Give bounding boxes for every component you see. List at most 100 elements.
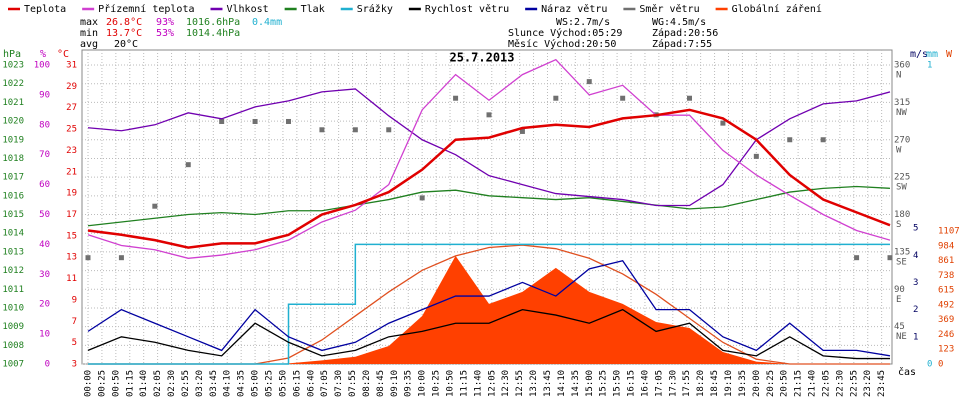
direction-point bbox=[152, 203, 158, 209]
x-tick-label: 03:20 bbox=[195, 370, 205, 397]
y-tick-label: 100 bbox=[34, 61, 50, 71]
y-tick-label: 4 bbox=[913, 251, 918, 261]
y-tick-label: 1007 bbox=[2, 360, 24, 370]
stat-label: max bbox=[80, 17, 98, 28]
y-tick-label: 1016 bbox=[2, 191, 24, 201]
stat: 1014.4hPa bbox=[186, 28, 240, 39]
x-tick-label: 16:40 bbox=[640, 370, 650, 397]
series-line bbox=[87, 58, 891, 259]
direction-point bbox=[820, 137, 826, 143]
axis-unit: W bbox=[946, 49, 953, 60]
x-tick-label: 17:55 bbox=[682, 370, 692, 397]
y-tick-label: 19 bbox=[66, 189, 77, 199]
y-tick-label: 738 bbox=[938, 271, 954, 281]
y-tick-label: 1017 bbox=[2, 173, 24, 183]
stat: WS:2.7m/s bbox=[556, 17, 610, 28]
x-tick-label: 07:55 bbox=[348, 370, 358, 397]
compass-label: S bbox=[896, 220, 901, 230]
stat: Měsíc Východ:20:50 bbox=[508, 38, 616, 50]
x-axis-label: čas bbox=[898, 366, 916, 378]
x-tick-label: 16:15 bbox=[627, 370, 637, 397]
y-tick-label: 30 bbox=[39, 270, 50, 280]
direction-point bbox=[85, 255, 91, 261]
direction-point bbox=[352, 127, 358, 133]
y-tick-label: 1 bbox=[913, 332, 918, 342]
x-tick-label: 21:40 bbox=[808, 370, 818, 397]
direction-point bbox=[219, 118, 225, 124]
direction-point bbox=[586, 79, 592, 85]
x-tick-label: 12:55 bbox=[515, 370, 525, 397]
y-tick-label: 1013 bbox=[2, 247, 24, 257]
stat: 53% bbox=[156, 28, 174, 39]
y-tick-label: 135 bbox=[894, 247, 910, 257]
direction-point bbox=[319, 127, 325, 133]
y-tick-label: 1010 bbox=[2, 303, 24, 313]
series-line bbox=[87, 185, 891, 227]
direction-point bbox=[419, 195, 425, 201]
x-tick-label: 23:45 bbox=[877, 370, 887, 397]
compass-label: N bbox=[896, 71, 901, 81]
x-tick-label: 12:05 bbox=[487, 370, 497, 397]
x-tick-label: 22:05 bbox=[821, 370, 831, 397]
x-tick-label: 19:35 bbox=[738, 370, 748, 397]
x-tick-label: 22:55 bbox=[849, 370, 859, 397]
y-tick-label: 315 bbox=[894, 98, 910, 108]
x-tick-label: 15:25 bbox=[599, 370, 609, 397]
direction-point bbox=[386, 127, 392, 133]
legend-label: Globální záření bbox=[732, 3, 822, 15]
x-tick-label: 08:45 bbox=[376, 370, 386, 397]
direction-point bbox=[553, 95, 559, 101]
x-tick-label: 17:30 bbox=[668, 370, 678, 397]
legend-label: Rychlost větru bbox=[425, 3, 509, 15]
legend-label: Směr větru bbox=[639, 3, 699, 15]
stat: 0.4mm bbox=[252, 17, 282, 28]
y-tick-label: 50 bbox=[39, 210, 50, 220]
stat: Západ:7:55 bbox=[652, 38, 712, 50]
y-tick-label: 1107 bbox=[938, 227, 960, 237]
y-tick-label: 5 bbox=[913, 224, 918, 234]
direction-point bbox=[854, 255, 860, 261]
stat: 1016.6hPa bbox=[186, 17, 240, 28]
y-tick-label: 360 bbox=[894, 61, 910, 71]
x-tick-label: 20:00 bbox=[752, 370, 762, 397]
y-tick-label: 1009 bbox=[2, 322, 24, 332]
y-tick-label: 1011 bbox=[2, 285, 24, 295]
axis-unit: mm bbox=[926, 49, 938, 60]
axis-unit: hPa bbox=[3, 49, 21, 60]
compass-label: E bbox=[896, 295, 901, 305]
x-tick-label: 14:10 bbox=[557, 370, 567, 397]
y-tick-label: 20 bbox=[39, 300, 50, 310]
x-tick-label: 13:45 bbox=[543, 370, 553, 397]
stat: Slunce Východ:05:29 bbox=[508, 27, 622, 39]
direction-point bbox=[453, 95, 459, 101]
compass-label: W bbox=[896, 145, 902, 155]
y-tick-label: 11 bbox=[66, 274, 77, 284]
y-tick-label: 1015 bbox=[2, 210, 24, 220]
direction-point bbox=[620, 95, 626, 101]
x-tick-label: 05:50 bbox=[278, 370, 288, 397]
x-tick-label: 23:20 bbox=[863, 370, 873, 397]
y-tick-label: 45 bbox=[894, 322, 905, 332]
compass-label: SE bbox=[896, 257, 907, 267]
y-tick-label: 2 bbox=[913, 305, 918, 315]
y-tick-label: 0 bbox=[938, 360, 943, 370]
x-tick-label: 06:40 bbox=[306, 370, 316, 397]
legend-label: Srážky bbox=[357, 3, 393, 15]
y-tick-label: 90 bbox=[39, 90, 50, 100]
x-tick-label: 05:00 bbox=[251, 370, 261, 397]
legend-label: Vlhkost bbox=[226, 4, 268, 15]
axis-unit: m/s bbox=[910, 49, 928, 60]
x-tick-label: 11:40 bbox=[473, 370, 483, 397]
y-tick-label: 1023 bbox=[2, 61, 24, 71]
x-tick-label: 05:25 bbox=[265, 370, 275, 397]
chart-title: 25.7.2013 bbox=[449, 51, 514, 65]
y-tick-label: 246 bbox=[938, 330, 954, 340]
legend-label: Tlak bbox=[301, 4, 325, 15]
y-tick-label: 1022 bbox=[2, 79, 24, 89]
x-tick-label: 14:35 bbox=[571, 370, 581, 397]
x-tick-label: 09:10 bbox=[390, 370, 400, 397]
y-tick-label: 225 bbox=[894, 173, 910, 183]
axis-unit: °C bbox=[57, 49, 69, 60]
stat: 93% bbox=[156, 17, 174, 28]
y-tick-label: 21 bbox=[66, 167, 77, 177]
